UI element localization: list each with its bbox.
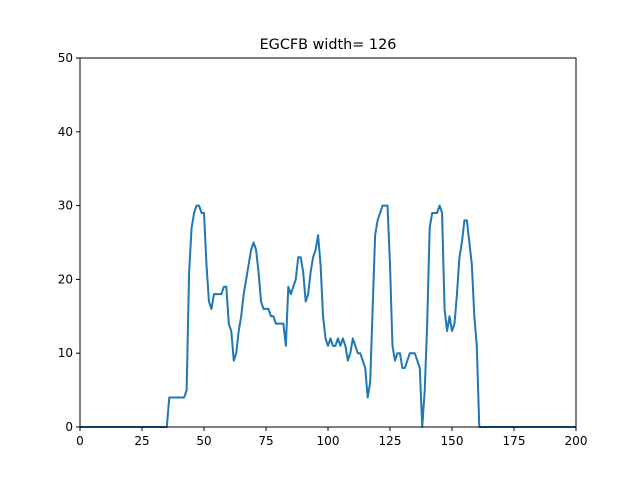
- y-tick-label: 40: [58, 125, 73, 139]
- y-tick-label: 50: [58, 51, 73, 65]
- y-tick-label: 20: [58, 272, 73, 286]
- series-line: [80, 204, 576, 428]
- x-tick-label: 75: [258, 434, 273, 448]
- axes-frame: [79, 57, 577, 428]
- chart-title: EGCFB width= 126: [260, 37, 397, 53]
- x-axis: 0 25 50 75 100 125 150 175 200: [76, 427, 587, 448]
- y-tick-label: 30: [58, 199, 73, 213]
- x-tick-label: 150: [441, 434, 464, 448]
- y-axis: 0 10 20 30 40 50: [58, 51, 80, 434]
- x-tick-label: 200: [565, 434, 588, 448]
- x-tick-label: 0: [76, 434, 84, 448]
- y-tick-label: 10: [58, 346, 73, 360]
- plot-area: [80, 204, 576, 428]
- x-tick-label: 50: [196, 434, 211, 448]
- x-tick-label: 25: [134, 434, 149, 448]
- y-tick-label: 0: [65, 420, 73, 434]
- x-tick-label: 175: [503, 434, 526, 448]
- x-tick-label: 100: [317, 434, 340, 448]
- x-tick-label: 125: [379, 434, 402, 448]
